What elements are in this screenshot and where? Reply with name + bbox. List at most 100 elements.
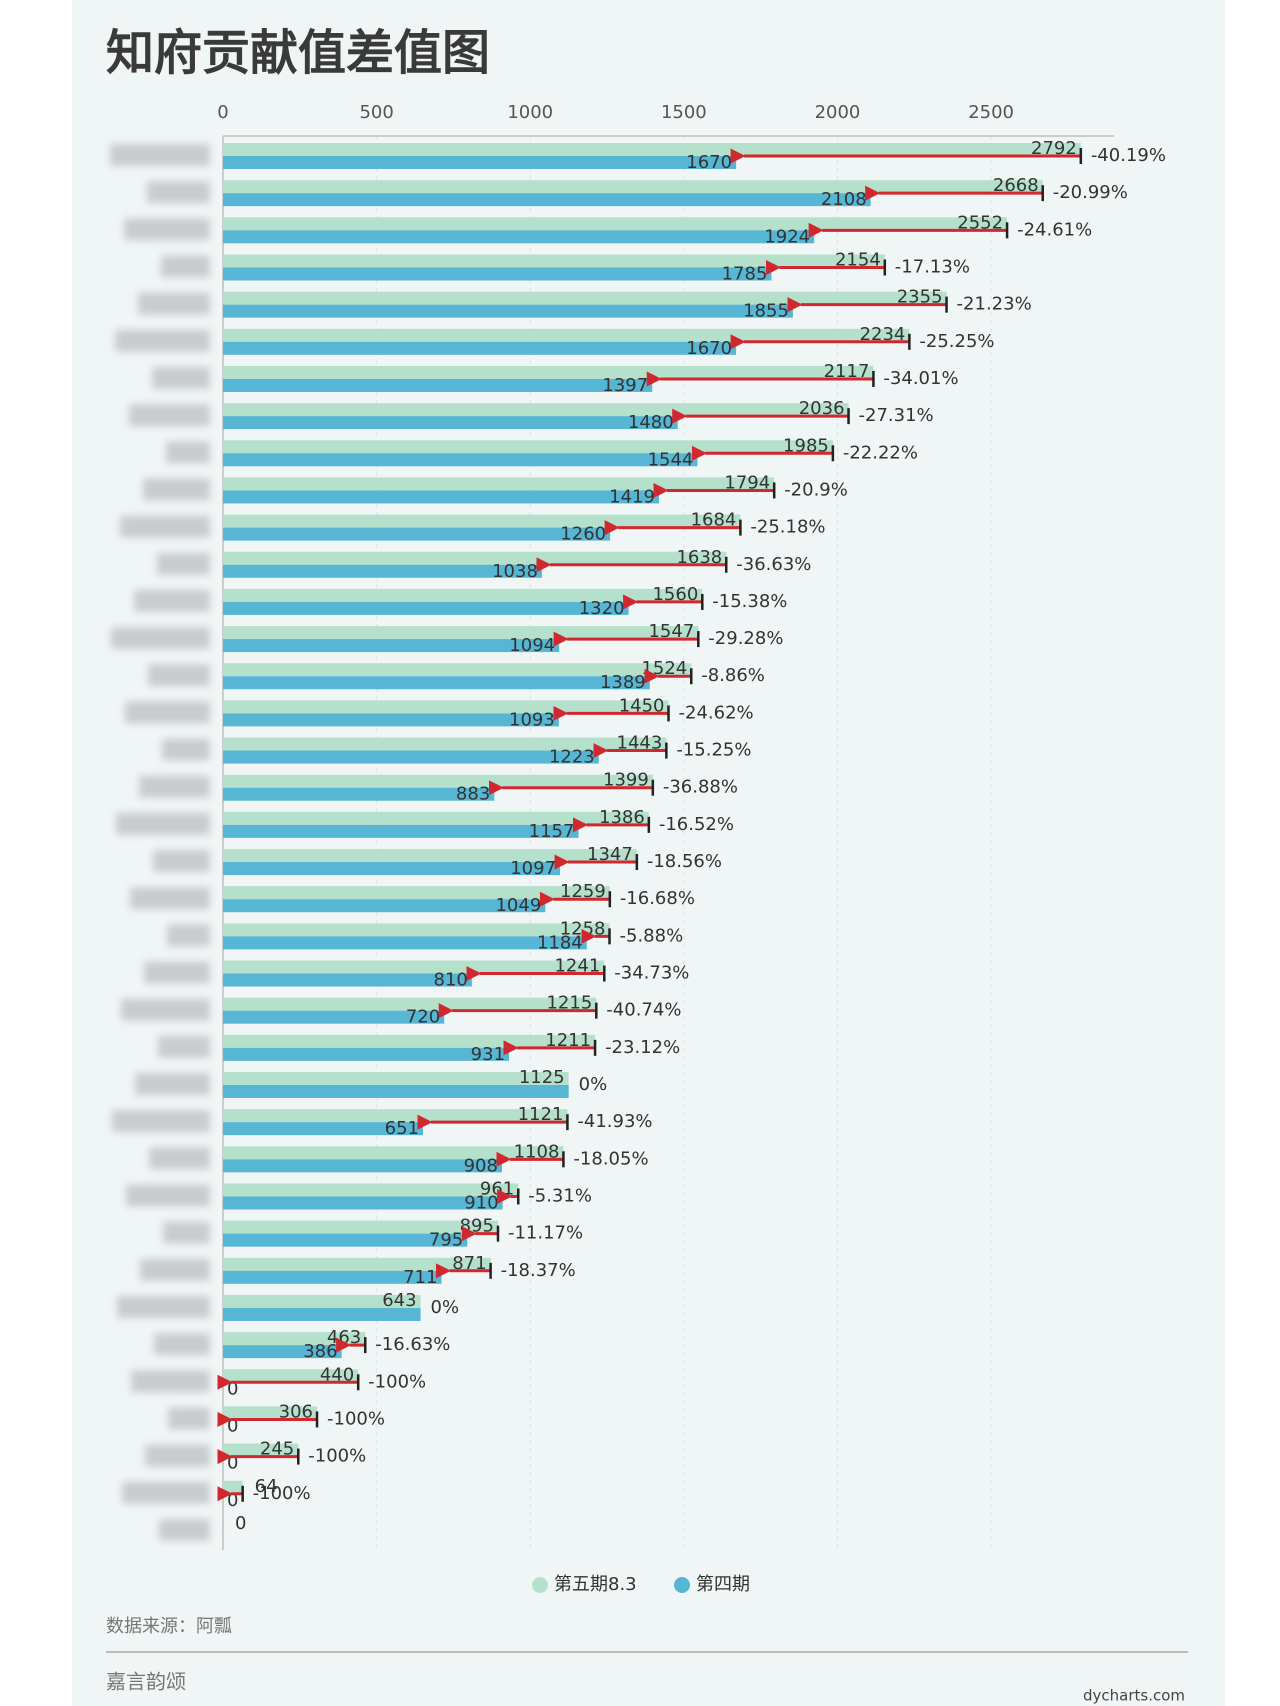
bar — [223, 291, 947, 305]
change-label: -34.01% — [883, 368, 958, 389]
change-label: -23.12% — [605, 1037, 680, 1058]
data-label: 1215 — [546, 993, 592, 1014]
data-label: 1223 — [549, 747, 595, 768]
bar — [223, 862, 561, 876]
category-label-blur — [163, 1221, 210, 1244]
data-label: 1241 — [554, 956, 600, 977]
data-label: 1125 — [519, 1067, 565, 1088]
x-tick-label: 500 — [359, 102, 393, 123]
data-label: 883 — [456, 784, 490, 805]
bar — [223, 1010, 445, 1024]
data-label: 0 — [227, 1378, 238, 1399]
category-label-blur — [125, 701, 210, 724]
bar — [223, 639, 560, 653]
change-label: -41.93% — [577, 1111, 652, 1132]
data-label: 1097 — [510, 858, 556, 879]
bar — [223, 601, 629, 615]
data-label: 1638 — [676, 547, 722, 568]
bar — [223, 267, 772, 281]
data-label: 1670 — [686, 338, 732, 359]
bar — [223, 774, 653, 788]
bar — [223, 156, 737, 169]
bar — [223, 886, 610, 900]
chart-title: 知府贡献值差值图 — [106, 25, 490, 81]
data-label: 306 — [279, 1401, 313, 1422]
data-label: 1397 — [602, 375, 648, 396]
data-label: 1184 — [537, 932, 583, 953]
change-label: -20.9% — [784, 479, 848, 500]
category-label-blur — [122, 1481, 210, 1504]
bar — [223, 713, 559, 727]
change-label: -21.23% — [957, 294, 1032, 315]
category-label-blur — [121, 998, 210, 1021]
bar — [223, 1085, 569, 1098]
category-label-blur — [145, 1444, 210, 1467]
bar — [223, 588, 703, 602]
x-tick-label: 2000 — [815, 102, 861, 123]
category-label-blur — [147, 181, 210, 204]
data-label: 1670 — [686, 152, 732, 173]
bar — [223, 416, 678, 430]
source: 数据来源：阿瓢 — [106, 1616, 232, 1637]
change-label: -27.31% — [859, 405, 934, 426]
bar — [223, 453, 698, 467]
data-label: 1547 — [648, 621, 694, 642]
change-label: -16.68% — [620, 888, 695, 909]
data-label: 2108 — [821, 189, 867, 210]
category-label-blur — [130, 887, 210, 910]
data-label: 0 — [227, 1490, 238, 1511]
data-label: 0 — [227, 1415, 238, 1436]
bar — [223, 217, 1008, 231]
data-label: 1093 — [509, 709, 555, 730]
change-label: -100% — [368, 1371, 426, 1392]
change-label: -16.63% — [375, 1334, 450, 1355]
data-label: 2117 — [824, 361, 870, 382]
data-label: 711 — [403, 1267, 437, 1288]
data-label: 2234 — [860, 324, 906, 345]
category-label-blur — [116, 812, 210, 835]
change-label: -24.61% — [1017, 219, 1092, 240]
change-label: -34.73% — [614, 963, 689, 984]
change-label: -22.22% — [843, 442, 918, 463]
category-label-blur — [117, 1295, 210, 1318]
x-tick-label: 2500 — [968, 102, 1014, 123]
category-label-blur — [157, 552, 210, 575]
bar — [223, 936, 587, 950]
change-label: -11.17% — [508, 1223, 583, 1244]
data-label: 1560 — [652, 584, 698, 605]
data-label: 1985 — [783, 435, 829, 456]
data-label: 1855 — [743, 301, 789, 322]
change-label: 0% — [431, 1297, 460, 1318]
data-label: 908 — [464, 1155, 498, 1176]
category-label-blur — [148, 664, 210, 687]
change-label: -8.86% — [701, 665, 765, 686]
data-label: 795 — [429, 1230, 463, 1251]
data-label: 1211 — [545, 1030, 591, 1051]
change-label: -17.13% — [895, 256, 970, 277]
data-label: 1389 — [600, 672, 646, 693]
data-label: 1794 — [724, 472, 770, 493]
bar — [223, 143, 1081, 156]
bar — [223, 180, 1043, 194]
category-label-blur — [138, 292, 210, 315]
category-label-blur — [149, 1147, 210, 1170]
data-label: 1320 — [579, 598, 625, 619]
category-label-blur — [134, 589, 210, 612]
data-label: 2792 — [1031, 138, 1077, 159]
bar — [223, 564, 542, 578]
category-label-blur — [135, 1073, 210, 1095]
bar — [223, 365, 874, 379]
bar — [223, 1294, 421, 1308]
bar — [223, 1270, 442, 1284]
bar — [223, 1233, 468, 1247]
category-label-blur — [168, 1407, 210, 1430]
bar — [223, 1220, 498, 1234]
change-label: -25.18% — [750, 517, 825, 538]
category-label-blur — [131, 1370, 210, 1393]
category-label-blur — [110, 144, 210, 166]
bar — [223, 960, 605, 974]
change-label: -20.99% — [1053, 182, 1128, 203]
category-label-blur — [161, 255, 210, 278]
x-tick-label: 1000 — [507, 102, 553, 123]
